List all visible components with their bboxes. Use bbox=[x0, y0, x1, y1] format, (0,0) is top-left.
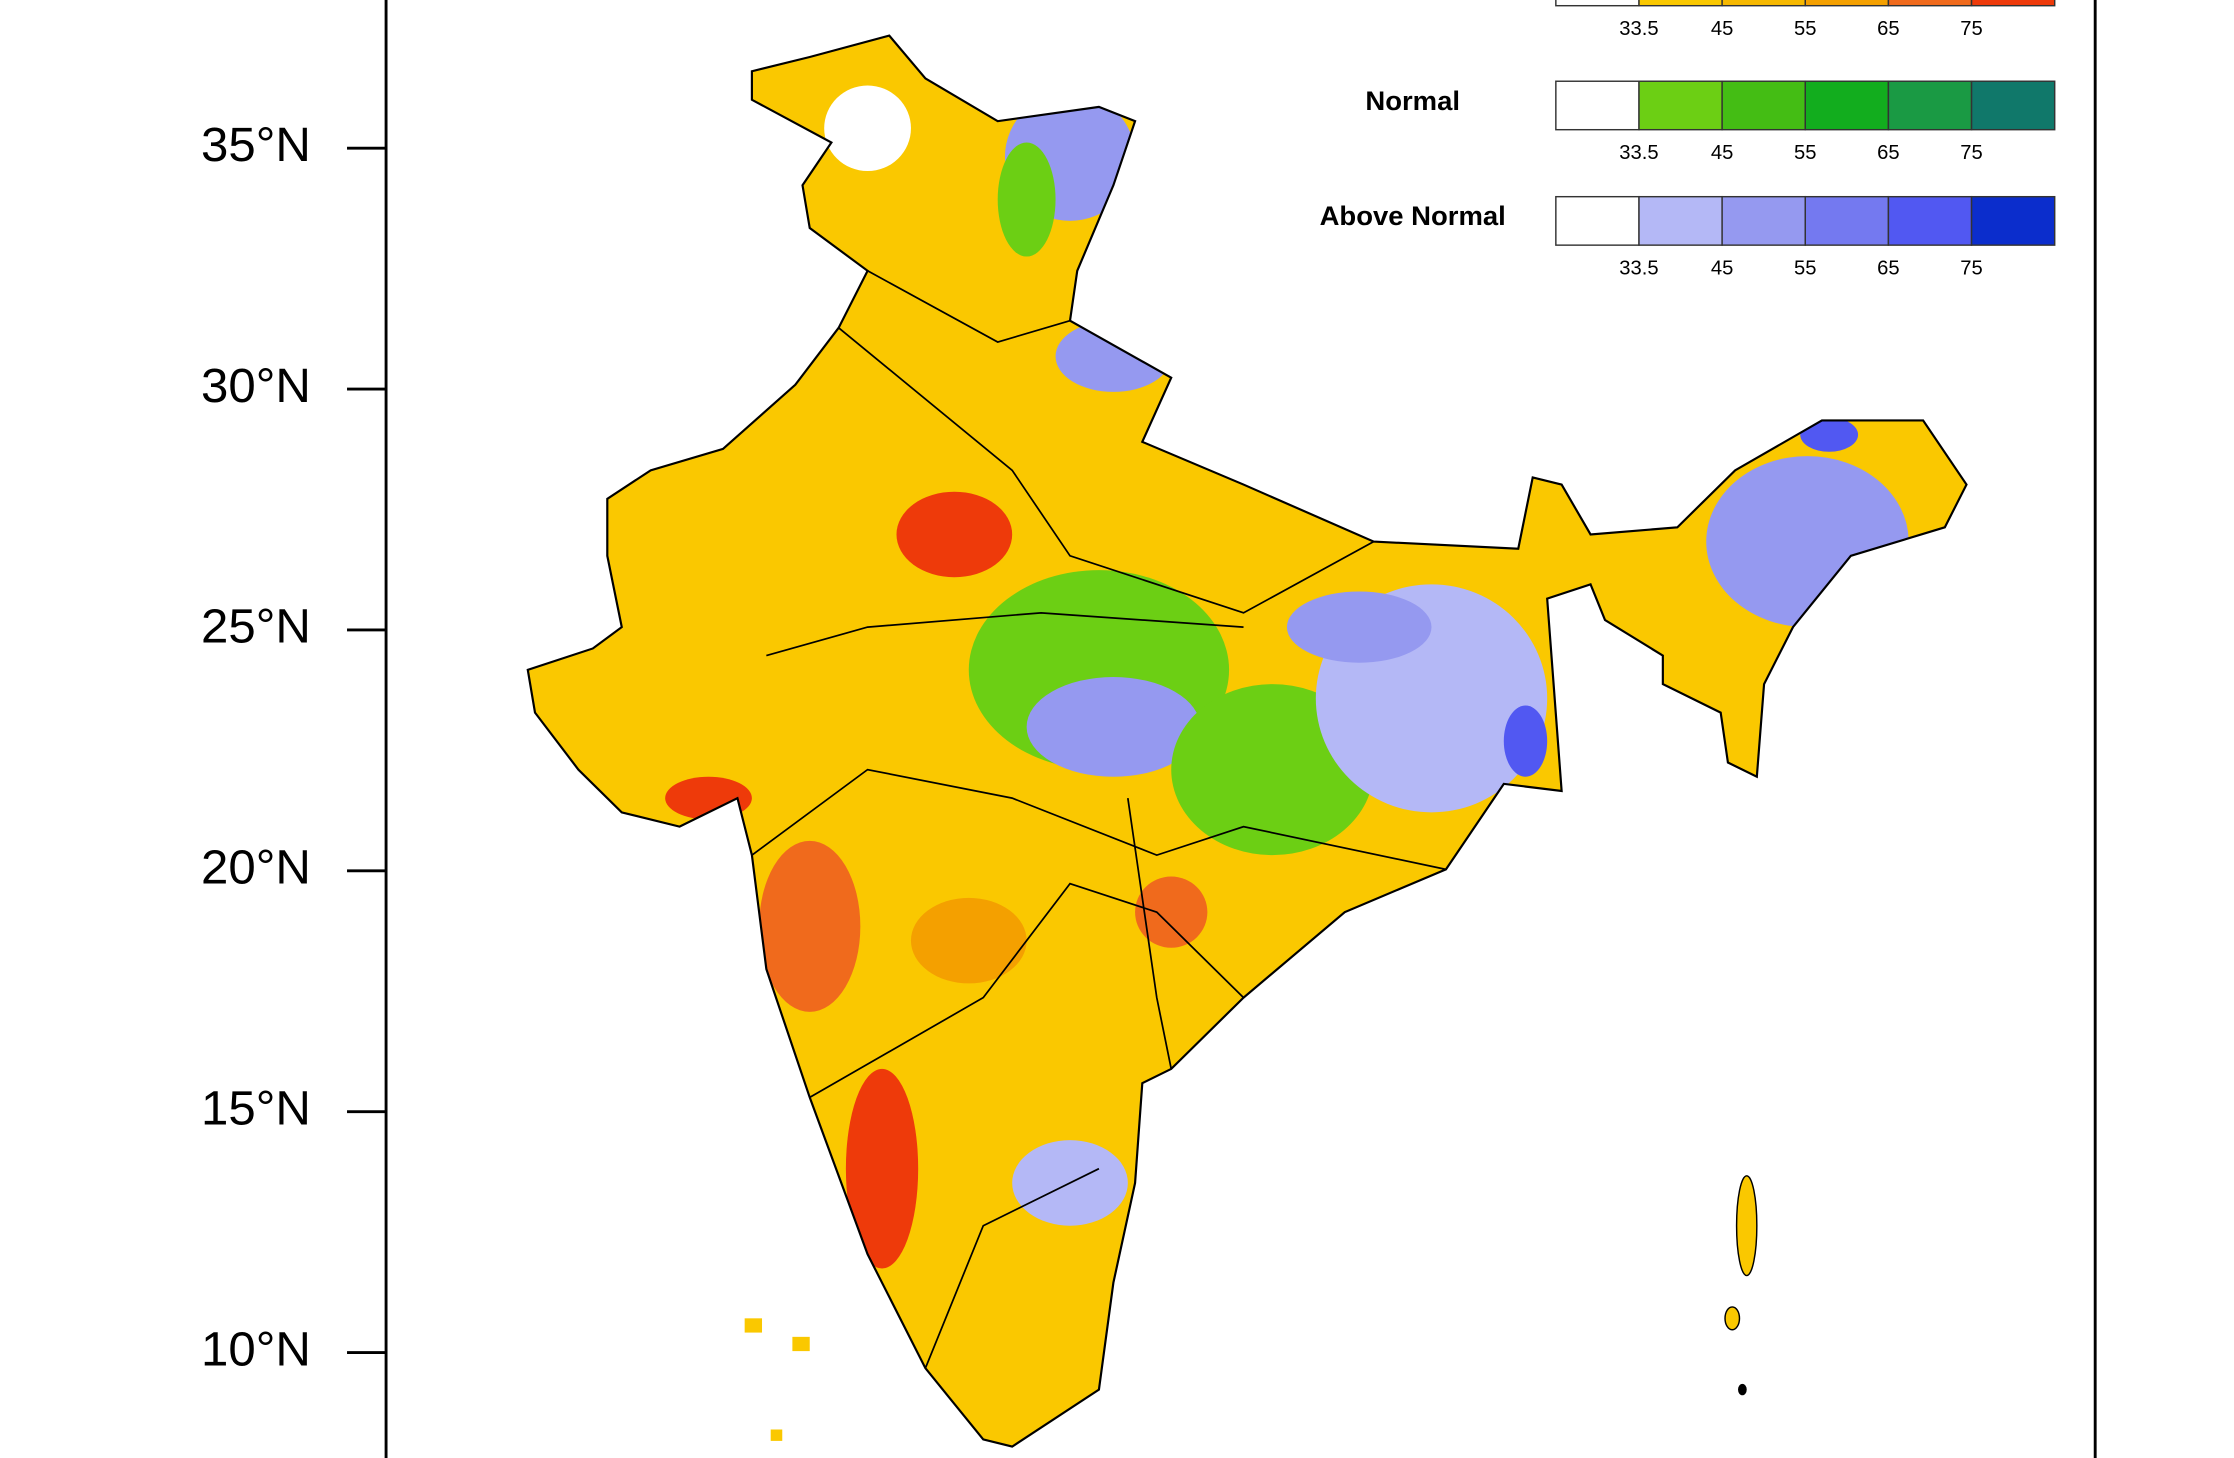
legend-cell bbox=[1970, 195, 2056, 246]
island bbox=[792, 1336, 810, 1352]
field-patch bbox=[759, 840, 861, 1012]
field-patch bbox=[1706, 456, 1909, 628]
lat-label: 25°N bbox=[201, 600, 311, 654]
lat-label: 15°N bbox=[201, 1082, 311, 1136]
legend-tick: 33.5 bbox=[1619, 18, 1658, 40]
island bbox=[770, 1429, 783, 1441]
legend-name: Normal bbox=[1365, 85, 1460, 116]
legend-tick: 75 bbox=[1960, 142, 1983, 164]
state-boundaries bbox=[751, 270, 1447, 1369]
legend-cell bbox=[1887, 195, 1973, 246]
legend-cell bbox=[1804, 195, 1890, 246]
legend-cell bbox=[1887, 80, 1973, 131]
legend-tick: 75 bbox=[1960, 18, 1983, 40]
legend-cell bbox=[1555, 195, 1640, 246]
island bbox=[1724, 1306, 1741, 1331]
field-patch bbox=[896, 491, 1013, 578]
island bbox=[1738, 1383, 1747, 1396]
legend-cell bbox=[1804, 0, 1890, 7]
country-outline bbox=[526, 34, 1968, 1448]
legend-tick: 45 bbox=[1711, 18, 1734, 40]
field-patch bbox=[824, 85, 911, 172]
legend-cell bbox=[1555, 80, 1640, 131]
island bbox=[1735, 1175, 1758, 1277]
field-patch bbox=[997, 142, 1056, 257]
field-patch bbox=[1800, 417, 1859, 452]
legend-cell bbox=[1804, 80, 1890, 131]
legend-tick: 55 bbox=[1794, 142, 1817, 164]
field-patch bbox=[1135, 876, 1208, 948]
legend-tick: 45 bbox=[1711, 258, 1734, 280]
legend-tick: 55 bbox=[1794, 258, 1817, 280]
legend-tick: 75 bbox=[1960, 258, 1983, 280]
field-patch bbox=[1286, 591, 1432, 663]
legend-tick: 65 bbox=[1877, 18, 1900, 40]
legend-tick: 65 bbox=[1877, 142, 1900, 164]
legend-cell bbox=[1970, 0, 2056, 7]
legend-tick: 65 bbox=[1877, 258, 1900, 280]
legend-cell bbox=[1970, 80, 2056, 131]
legend-tick: 45 bbox=[1711, 142, 1734, 164]
lat-label: 30°N bbox=[201, 359, 311, 413]
legend-cell bbox=[1555, 0, 1640, 7]
legend-name: Above Normal bbox=[1320, 200, 1506, 231]
field-patch bbox=[1055, 320, 1172, 392]
legend-cell bbox=[1638, 0, 1723, 7]
legend-tick: 33.5 bbox=[1619, 258, 1658, 280]
island bbox=[744, 1318, 763, 1333]
lat-label: 10°N bbox=[201, 1323, 311, 1377]
field-patch bbox=[1026, 676, 1201, 777]
legend-tick: 33.5 bbox=[1619, 142, 1658, 164]
field-patch bbox=[1503, 705, 1548, 777]
legend-tick: 55 bbox=[1794, 18, 1817, 40]
legend-cell bbox=[1721, 195, 1806, 246]
islands bbox=[744, 1175, 1758, 1441]
legend-cell bbox=[1721, 0, 1806, 7]
legend-cell bbox=[1638, 195, 1723, 246]
legend-cell bbox=[1887, 0, 1973, 7]
field-patch bbox=[910, 897, 1027, 984]
field-patch bbox=[845, 1068, 919, 1269]
legend-cell bbox=[1638, 80, 1723, 131]
lat-label: 20°N bbox=[201, 841, 311, 895]
lat-label: 35°N bbox=[201, 118, 311, 172]
legend-cell bbox=[1721, 80, 1806, 131]
